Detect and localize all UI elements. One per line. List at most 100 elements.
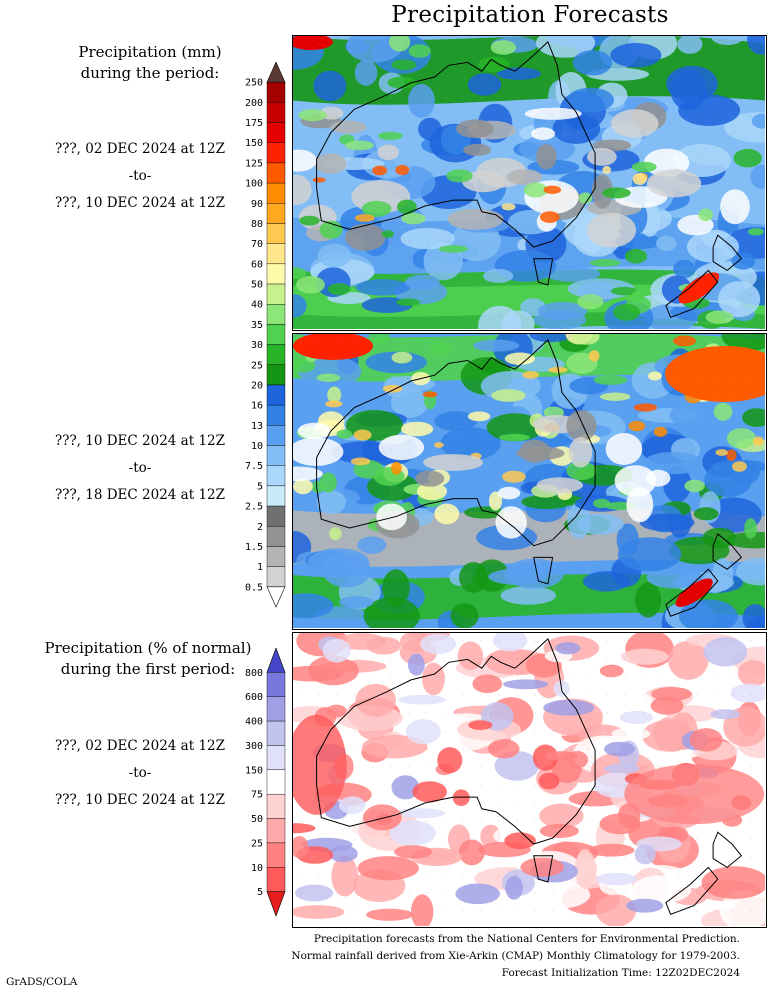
grid-dot <box>696 241 698 243</box>
grid-dot <box>480 395 482 397</box>
grid-dot <box>534 748 536 750</box>
grid-dot <box>570 61 572 63</box>
grid-dot <box>318 97 320 99</box>
grid-dot <box>552 658 554 660</box>
colorbar-swatch <box>266 842 286 868</box>
grid-dot <box>696 341 698 343</box>
grid-dot <box>390 43 392 45</box>
grid-dot <box>498 241 500 243</box>
grid-dot <box>354 820 356 822</box>
grid-dot <box>714 820 716 822</box>
grid-dot <box>354 79 356 81</box>
grid-dot <box>678 575 680 577</box>
grid-dot <box>570 341 572 343</box>
grid-dot <box>714 784 716 786</box>
precip-field-patch <box>485 648 538 675</box>
grid-dot <box>660 784 662 786</box>
colorbar-tick-label: 1.5 <box>245 542 263 553</box>
grid-dot <box>462 575 464 577</box>
precip-field-patch <box>411 894 434 926</box>
period1-to: -to- <box>128 168 152 184</box>
grid-dot <box>660 223 662 225</box>
grid-dot <box>678 557 680 559</box>
grid-dot <box>570 223 572 225</box>
grid-dot <box>552 259 554 261</box>
grid-dot <box>318 277 320 279</box>
precip-field-patch <box>327 386 342 403</box>
grid-dot <box>696 892 698 894</box>
grid-dot <box>498 485 500 487</box>
grid-dot <box>480 43 482 45</box>
grid-dot <box>732 377 734 379</box>
precip-field-patch <box>327 283 351 296</box>
grid-dot <box>426 115 428 117</box>
grid-dot <box>570 467 572 469</box>
grid-dot <box>660 467 662 469</box>
precip-field-patch <box>491 389 526 402</box>
grid-dot <box>462 223 464 225</box>
precip-field-patch <box>677 36 703 54</box>
grid-dot <box>678 467 680 469</box>
grid-dot <box>390 892 392 894</box>
grid-dot <box>426 61 428 63</box>
grid-dot <box>318 694 320 696</box>
grid-dot <box>498 97 500 99</box>
grid-dot <box>642 151 644 153</box>
grid-dot <box>462 187 464 189</box>
grid-dot <box>354 748 356 750</box>
grid-dot <box>678 359 680 361</box>
grid-dot <box>732 575 734 577</box>
grid-dot <box>750 730 752 732</box>
grid-dot <box>750 820 752 822</box>
precip-field-patch <box>732 461 747 472</box>
grid-dot <box>534 539 536 541</box>
colorbar-swatch <box>266 526 286 547</box>
grid-dot <box>354 694 356 696</box>
grid-dot <box>516 838 518 840</box>
colorbar-tick-label: 70 <box>251 239 263 250</box>
grid-dot <box>696 43 698 45</box>
colorbar-swatch <box>266 243 286 265</box>
grid-dot <box>516 802 518 804</box>
grid-dot <box>444 611 446 613</box>
precip-field-patch <box>569 437 593 468</box>
grid-dot <box>426 79 428 81</box>
grid-dot <box>534 730 536 732</box>
grid-dot <box>408 187 410 189</box>
grid-dot <box>552 431 554 433</box>
grid-dot <box>660 539 662 541</box>
grid-dot <box>336 115 338 117</box>
precip-field-patch <box>633 403 658 412</box>
precip-field-patch <box>355 683 396 717</box>
grid-dot <box>570 802 572 804</box>
grid-dot <box>390 766 392 768</box>
grid-dot <box>570 910 572 912</box>
grid-dot <box>408 874 410 876</box>
precip-field-patch <box>742 408 765 427</box>
grid-dot <box>462 277 464 279</box>
grid-dot <box>696 133 698 135</box>
grid-dot <box>426 712 428 714</box>
grid-dot <box>462 694 464 696</box>
colorbar-tick-label: 7.5 <box>245 461 263 472</box>
grid-dot <box>732 431 734 433</box>
precip-field-patch <box>537 302 588 320</box>
precip-field-patch <box>750 164 765 189</box>
grid-dot <box>660 341 662 343</box>
grid-dot <box>498 61 500 63</box>
grid-dot <box>480 295 482 297</box>
precip-field-patch <box>391 351 413 364</box>
grid-dot <box>696 874 698 876</box>
precip-field-patch <box>605 433 643 465</box>
precip-field-patch <box>486 413 544 442</box>
precip-field-patch <box>624 248 648 264</box>
grid-dot <box>462 557 464 559</box>
grid-dot <box>660 658 662 660</box>
heavy-rain-patch <box>293 334 373 360</box>
grid-dot <box>408 539 410 541</box>
precip-field-patch <box>394 808 446 819</box>
grid-dot <box>426 539 428 541</box>
grid-dot <box>606 730 608 732</box>
grid-dot <box>516 151 518 153</box>
grid-dot <box>354 593 356 595</box>
